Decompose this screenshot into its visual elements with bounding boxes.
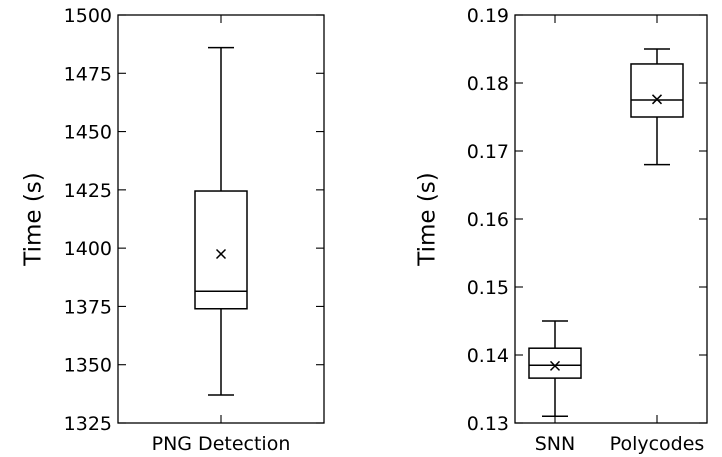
iqr-box — [194, 190, 248, 310]
y-tick-label: 1425 — [64, 180, 112, 202]
chart-panel-1: 1325 1350 1375 1400 1425 1450 1475 1500 Time (s)… — [21, 5, 325, 455]
y-tick-label: 1450 — [64, 122, 112, 144]
y-tick-label: 0.15 — [467, 277, 509, 299]
y-tick-label: 1325 — [64, 413, 112, 435]
mean-marker-stroke — [651, 94, 663, 105]
iqr-box — [528, 347, 582, 379]
mean-marker — [651, 94, 663, 105]
category-label: PNG Detection — [152, 433, 291, 455]
plot-frame — [514, 14, 708, 424]
iqr-box — [630, 63, 684, 118]
mean-marker-stroke — [549, 360, 561, 371]
y-axis-label: Time (s) — [415, 172, 441, 267]
y-tick-label: 0.16 — [467, 209, 509, 231]
y-tick-label: 0.13 — [467, 413, 509, 435]
y-tick-label: 0.14 — [467, 345, 509, 367]
y-tick-label: 0.18 — [467, 73, 509, 95]
y-tick-label: 1500 — [64, 5, 112, 27]
box-polycodes — [630, 48, 684, 166]
category-label: SNN — [535, 433, 576, 455]
category-label: Polycodes — [610, 433, 705, 455]
box-png-detection — [194, 46, 248, 396]
y-tick-label: 0.17 — [467, 141, 509, 163]
y-tick-label: 1400 — [64, 238, 112, 260]
mean-marker-stroke — [215, 248, 227, 260]
chart-panel-2: 0.13 0.14 0.15 0.16 0.17 0.18 0.19 Time (s) SNN P… — [415, 5, 708, 455]
y-tick-label: 0.19 — [467, 5, 509, 27]
y-tick-label: 1475 — [64, 63, 112, 85]
box-snn — [528, 320, 582, 417]
y-tick-label: 1375 — [64, 296, 112, 318]
y-tick-label: 1350 — [64, 355, 112, 377]
mean-marker — [549, 360, 561, 371]
y-axis-label: Time (s) — [21, 172, 47, 267]
mean-marker — [215, 248, 227, 260]
